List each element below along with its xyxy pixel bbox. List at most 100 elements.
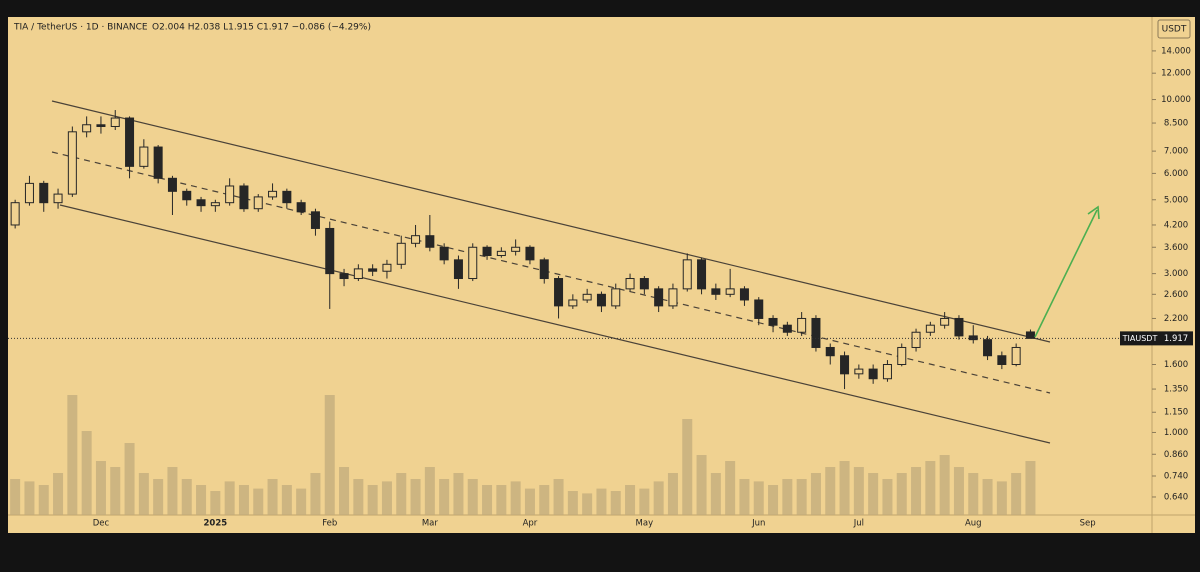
candle-body <box>811 317 821 348</box>
volume-bar <box>968 473 979 515</box>
candle-body <box>411 235 421 244</box>
candle-body <box>1025 331 1035 339</box>
arrow-shaft <box>1034 209 1098 338</box>
volume-bar <box>696 455 707 515</box>
arrow-head <box>1087 205 1100 220</box>
candle-body <box>282 190 292 204</box>
candle-body <box>67 131 77 195</box>
volume-bar <box>38 485 49 515</box>
volume-bar <box>24 481 35 515</box>
volume-bar <box>67 395 78 515</box>
candle-body <box>940 317 950 326</box>
volume-bar <box>10 479 21 515</box>
candle-body <box>825 346 835 357</box>
x-tick-label: Apr <box>523 519 538 529</box>
volume-bar <box>410 479 421 515</box>
candle-body <box>511 246 521 252</box>
candle-body <box>368 268 378 272</box>
volume-bar <box>896 473 907 515</box>
y-tick-label: 0.740 <box>1164 471 1188 481</box>
volume-bar <box>539 485 550 515</box>
candle-body <box>539 259 549 280</box>
candle-body <box>911 331 921 348</box>
currency-label[interactable]: USDT <box>1162 25 1187 35</box>
volume-layer <box>10 395 1036 515</box>
volume-bar <box>482 485 493 515</box>
candle-body <box>525 246 535 261</box>
candle-body <box>697 259 707 290</box>
volume-bar <box>439 479 450 515</box>
candle-body <box>711 288 721 295</box>
y-tick-label: 1.150 <box>1164 408 1188 418</box>
candle-body <box>96 124 106 127</box>
y-tick-label: 8.500 <box>1164 119 1188 129</box>
y-tick-label: 14.000 <box>1161 46 1191 56</box>
volume-bar <box>925 461 936 515</box>
volume-bar <box>667 473 678 515</box>
candle-body <box>353 268 363 280</box>
channel-lower <box>59 204 1051 444</box>
candle-body <box>625 278 635 290</box>
volume-bar <box>982 479 993 515</box>
symbol-tag-label: TIAUSDT <box>1122 334 1158 343</box>
candle-body <box>468 246 478 280</box>
volume-bar <box>853 467 864 515</box>
candle-body <box>396 242 406 265</box>
volume-bar <box>753 481 764 515</box>
volume-bar <box>396 473 407 515</box>
candle-body <box>983 339 993 357</box>
candle-body <box>439 246 449 261</box>
candle-body <box>482 246 492 257</box>
volume-bar <box>253 488 264 515</box>
y-tick-label: 1.600 <box>1164 360 1188 370</box>
candle-body <box>797 317 807 333</box>
candle-body <box>997 355 1007 366</box>
last-price-label: 1.917 <box>1164 334 1188 344</box>
volume-bar <box>210 491 221 515</box>
x-tick-label: 2025 <box>204 519 228 529</box>
volume-bar <box>95 461 106 515</box>
volume-bar <box>324 395 335 515</box>
chart-panel <box>8 17 1195 533</box>
candle-body <box>554 278 564 307</box>
channel-upper <box>51 100 1051 343</box>
volume-bar <box>281 485 292 515</box>
y-tick-label: 3.000 <box>1164 269 1188 279</box>
candle-body <box>125 117 135 167</box>
volume-bar <box>381 481 392 515</box>
candle-body <box>596 293 606 307</box>
candle-body <box>210 202 220 207</box>
candle-body <box>897 346 907 366</box>
volume-bar <box>424 467 435 515</box>
candle-body <box>840 355 850 375</box>
drawings <box>51 100 1051 444</box>
y-tick-label: 2.600 <box>1164 290 1188 300</box>
y-tick-label: 0.860 <box>1164 450 1188 460</box>
candle-body <box>253 196 263 210</box>
candle-body <box>339 273 349 280</box>
volume-bar <box>839 461 850 515</box>
candle-body <box>53 193 63 204</box>
volume-bar <box>739 479 750 515</box>
volume-bar <box>610 491 621 515</box>
x-tick-label: Jun <box>751 519 765 529</box>
currency-box[interactable] <box>1157 19 1191 39</box>
candle-body <box>496 250 506 257</box>
candle-body <box>882 364 892 380</box>
volume-bar <box>167 467 178 515</box>
volume-bar <box>339 467 350 515</box>
symbol-title: TIA / TetherUS · 1D · BINANCE <box>13 23 148 33</box>
candle-body <box>1011 346 1021 366</box>
volume-bar <box>124 443 135 515</box>
volume-bar <box>224 481 235 515</box>
x-tick-label: May <box>636 519 654 529</box>
candles-layer <box>8 110 1152 390</box>
candle-body <box>82 124 92 133</box>
candle-body <box>868 368 878 380</box>
volume-bar <box>553 479 564 515</box>
candle-body <box>968 335 978 341</box>
candle-body <box>782 324 792 333</box>
y-tick-label: 0.640 <box>1164 492 1188 502</box>
volume-bar <box>882 479 893 515</box>
volume-bar <box>653 481 664 515</box>
